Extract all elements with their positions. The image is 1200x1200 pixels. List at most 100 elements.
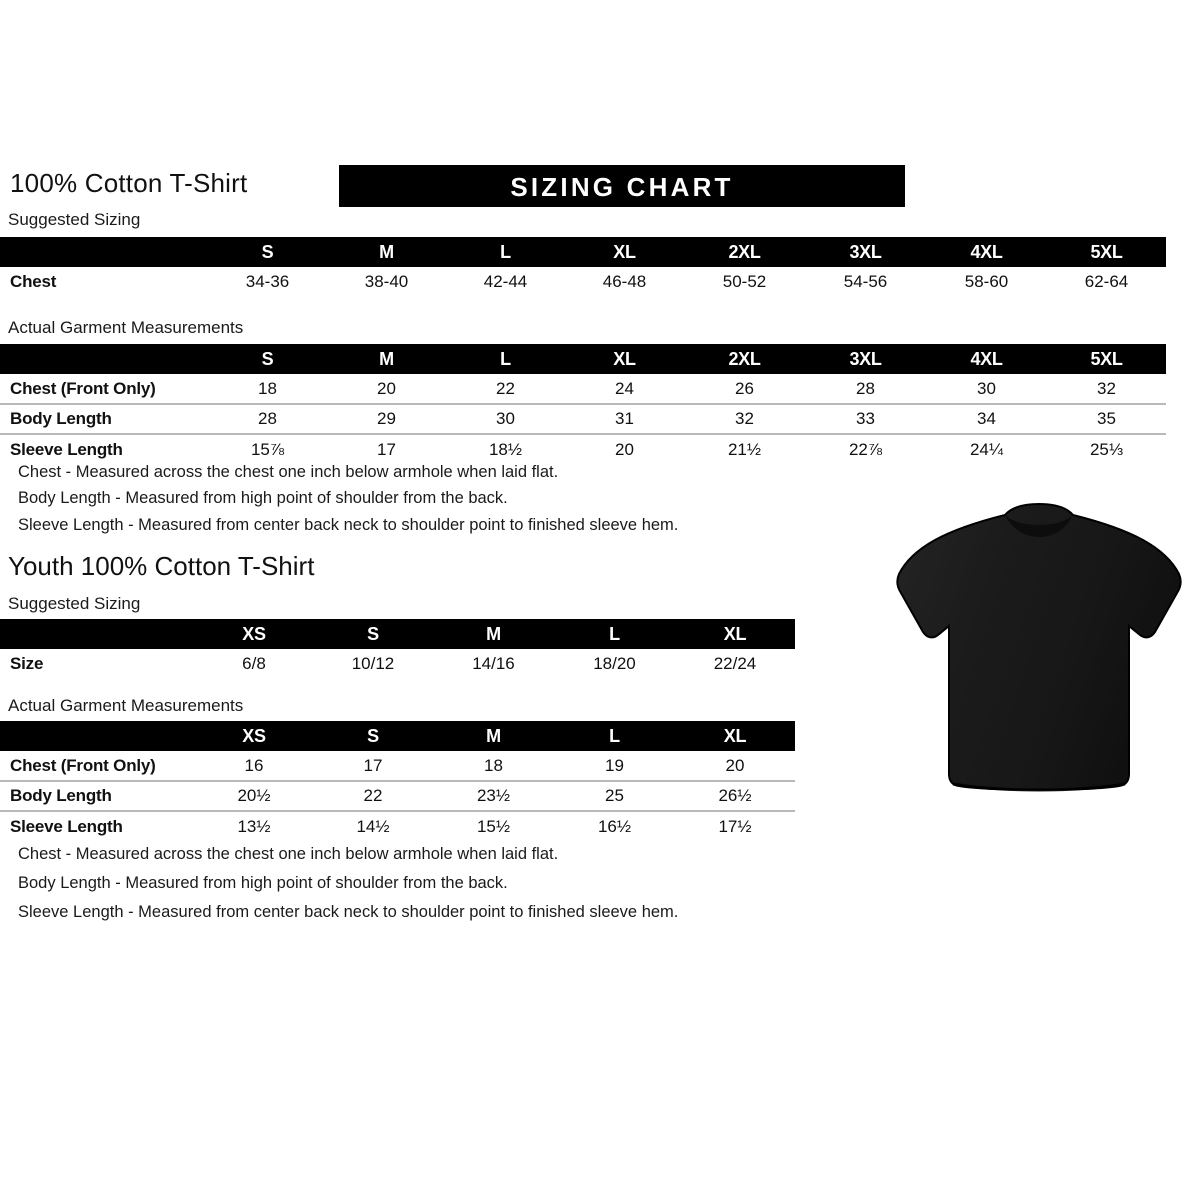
cell: 58-60 <box>964 272 1009 291</box>
cell: 20 <box>565 433 684 464</box>
row-label: Chest (Front Only) <box>10 755 156 775</box>
cell: 13½ <box>195 810 313 841</box>
size-header: XL <box>613 348 636 369</box>
cell: 17 <box>363 755 383 775</box>
size-header: 5XL <box>1090 348 1123 369</box>
size-header: XS <box>242 725 266 746</box>
cell: 20 <box>725 755 745 775</box>
cell: 24 <box>615 378 634 398</box>
cell: 25⅓ <box>1047 433 1166 464</box>
youth-suggested-sizing-table: XS S M L XL Size 6/8 10/12 14/16 18/20 2… <box>0 619 795 679</box>
cell: 18 <box>258 378 277 398</box>
size-header: S <box>367 623 379 644</box>
size-header: L <box>609 725 620 746</box>
table-header-row: S M L XL 2XL 3XL 4XL 5XL <box>0 237 1166 267</box>
size-header: 3XL <box>849 348 882 369</box>
row-label-header <box>0 237 208 267</box>
table-row: Body Length 20½ 22 23½ 25 26½ <box>0 780 795 811</box>
cell: 32 <box>684 403 805 434</box>
cell: 22/24 <box>713 654 757 673</box>
size-header: XL <box>723 623 747 644</box>
size-header: S <box>367 725 379 746</box>
cell: 19 <box>605 755 624 775</box>
cell: 28 <box>208 403 327 434</box>
cell: 18½ <box>446 433 565 464</box>
cell: 15⅞ <box>208 433 327 464</box>
cell: 22 <box>313 780 433 811</box>
cell: 35 <box>1047 403 1166 434</box>
cell: 14/16 <box>472 654 515 673</box>
size-header: M <box>379 348 394 369</box>
table-row: Chest (Front Only) 18 20 22 24 26 28 30 … <box>0 374 1166 404</box>
sizing-chart-banner-label: SIZING CHART <box>510 172 734 202</box>
cell: 22 <box>496 378 515 398</box>
size-header: S <box>261 348 274 369</box>
cell: 15½ <box>433 810 554 841</box>
row-label: Sleeve Length <box>0 810 195 841</box>
youth-note-chest: Chest - Measured across the chest one in… <box>18 845 559 863</box>
row-label-header <box>0 344 208 374</box>
cell: 14½ <box>313 810 433 841</box>
cell: 28 <box>856 378 875 398</box>
row-label: Body Length <box>0 780 195 811</box>
row-label-header <box>0 619 195 649</box>
size-header: 2XL <box>728 348 761 369</box>
table-row: Size 6/8 10/12 14/16 18/20 22/24 <box>0 649 795 679</box>
cell: 54-56 <box>843 272 888 291</box>
adult-actual-caption: Actual Garment Measurements <box>8 318 244 337</box>
cell: 30 <box>446 403 565 434</box>
size-header: XS <box>242 623 266 644</box>
cell: 33 <box>805 403 926 434</box>
adult-suggested-caption: Suggested Sizing <box>8 210 141 229</box>
cell: 38-40 <box>364 272 409 291</box>
cell: 31 <box>565 403 684 434</box>
size-header: L <box>609 623 620 644</box>
cell: 16 <box>244 755 264 775</box>
cell: 10/12 <box>351 654 395 673</box>
table-row: Body Length 28 29 30 31 32 33 34 35 <box>0 403 1166 434</box>
size-header: 2XL <box>728 241 761 262</box>
table-header-row: S M L XL 2XL 3XL 4XL 5XL <box>0 344 1166 374</box>
adult-suggested-sizing-table: S M L XL 2XL 3XL 4XL 5XL Chest 34-36 38-… <box>0 237 1166 297</box>
youth-actual-caption: Actual Garment Measurements <box>8 696 244 715</box>
size-header: 3XL <box>849 241 882 262</box>
youth-note-sleeve-length: Sleeve Length - Measured from center bac… <box>18 903 679 921</box>
cell: 25 <box>554 780 675 811</box>
cell: 17 <box>327 433 446 464</box>
table-header-row: XS S M L XL <box>0 619 795 649</box>
youth-suggested-caption: Suggested Sizing <box>8 594 141 613</box>
adult-note-sleeve-length: Sleeve Length - Measured from center bac… <box>18 516 679 534</box>
adult-actual-measurements-table: S M L XL 2XL 3XL 4XL 5XL Chest (Front On… <box>0 344 1166 464</box>
youth-note-body-length: Body Length - Measured from high point o… <box>18 874 508 892</box>
table-row: Sleeve Length 15⅞ 17 18½ 20 21½ 22⅞ 24¼ … <box>0 433 1166 464</box>
size-header: XL <box>613 241 636 262</box>
cell: 20½ <box>195 780 313 811</box>
size-header: L <box>500 241 511 262</box>
cell: 46-48 <box>602 272 647 291</box>
cell: 23½ <box>433 780 554 811</box>
size-header: M <box>379 241 394 262</box>
youth-actual-measurements-table: XS S M L XL Chest (Front Only) 16 17 18 … <box>0 721 795 841</box>
cell: 26 <box>735 378 754 398</box>
cell: 42-44 <box>483 272 528 291</box>
size-header: S <box>261 241 274 262</box>
size-header: M <box>486 623 501 644</box>
cell: 30 <box>977 378 996 398</box>
black-tshirt-icon <box>896 502 1182 792</box>
row-label: Chest (Front Only) <box>10 378 156 398</box>
cell: 16½ <box>554 810 675 841</box>
cell: 18 <box>484 755 503 775</box>
cell: 21½ <box>684 433 805 464</box>
cell: 34 <box>926 403 1047 434</box>
cell: 62-64 <box>1084 272 1129 291</box>
table-row: Chest 34-36 38-40 42-44 46-48 50-52 54-5… <box>0 267 1166 297</box>
size-header: XL <box>723 725 747 746</box>
cell: 6/8 <box>242 654 266 673</box>
row-label: Sleeve Length <box>0 433 208 464</box>
cell: 20 <box>377 378 396 398</box>
cell: 24¼ <box>926 433 1047 464</box>
row-label: Chest <box>10 272 57 291</box>
youth-section-title: Youth 100% Cotton T-Shirt <box>8 551 315 581</box>
row-label-header <box>0 721 195 751</box>
